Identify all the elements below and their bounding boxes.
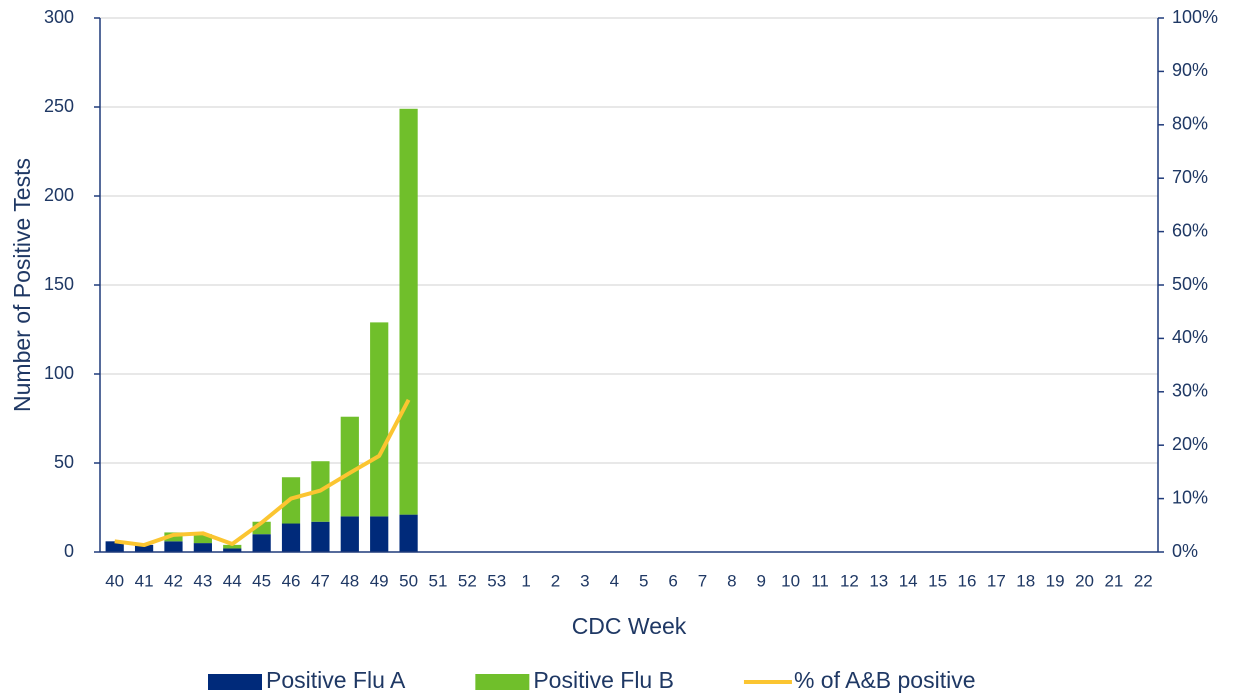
x-axis-title: CDC Week [572, 613, 687, 639]
bar [134, 544, 154, 552]
x-tick-label: 15 [928, 571, 947, 590]
legend-swatch [475, 674, 530, 690]
x-tick-label: 41 [135, 571, 154, 590]
x-tick-label: 53 [487, 571, 506, 590]
bar [370, 322, 389, 517]
y-tick-label: 50 [54, 452, 74, 472]
x-tick-label: 42 [164, 571, 183, 590]
bar [370, 516, 389, 552]
bar [399, 108, 418, 515]
x-tick-label: 6 [668, 571, 677, 590]
x-tick-label: 43 [193, 571, 212, 590]
x-tick-label: 9 [757, 571, 766, 590]
bar [223, 548, 242, 552]
y2-tick-label: 10% [1172, 487, 1208, 507]
legend-label: Positive Flu B [533, 667, 674, 693]
x-tick-label: 2 [551, 571, 560, 590]
legend-label: % of A&B positive [794, 667, 976, 693]
x-tick-label: 48 [340, 571, 359, 590]
x-tick-label: 18 [1016, 571, 1035, 590]
y2-tick-label: 80% [1172, 114, 1208, 134]
x-tick-label: 46 [282, 571, 301, 590]
legend-label: Positive Flu A [266, 667, 406, 693]
x-tick-label: 14 [899, 571, 918, 590]
y2-tick-label: 0% [1172, 541, 1198, 561]
bar [252, 534, 271, 552]
y2-tick-label: 90% [1172, 60, 1208, 80]
x-tick-label: 22 [1134, 571, 1153, 590]
x-tick-label: 4 [610, 571, 619, 590]
y-tick-label: 0 [64, 541, 74, 561]
y-tick-label: 250 [44, 96, 74, 116]
y-axis-title: Number of Positive Tests [9, 158, 35, 412]
x-tick-label: 21 [1104, 571, 1123, 590]
bar [340, 416, 359, 517]
x-tick-label: 51 [429, 571, 448, 590]
x-tick-label: 1 [521, 571, 530, 590]
x-tick-label: 3 [580, 571, 589, 590]
bar [193, 534, 212, 544]
x-tick-label: 11 [811, 571, 829, 590]
bar [311, 521, 330, 552]
x-tick-label: 50 [399, 571, 418, 590]
bar [223, 544, 242, 549]
x-tick-label: 16 [958, 571, 977, 590]
legend-swatch [208, 674, 262, 690]
y-tick-label: 100 [44, 363, 74, 383]
bar [340, 516, 359, 552]
y2-tick-label: 20% [1172, 434, 1208, 454]
x-tick-label: 17 [987, 571, 1006, 590]
y2-tick-label: 30% [1172, 381, 1208, 401]
x-tick-label: 52 [458, 571, 477, 590]
x-tick-label: 45 [252, 571, 271, 590]
x-tick-label: 12 [840, 571, 859, 590]
y2-tick-label: 40% [1172, 327, 1208, 347]
bar [193, 543, 212, 552]
x-tick-label: 10 [781, 571, 800, 590]
x-tick-label: 5 [639, 571, 648, 590]
x-tick-label: 47 [311, 571, 330, 590]
y2-tick-label: 60% [1172, 220, 1208, 240]
y2-tick-label: 50% [1172, 274, 1208, 294]
x-tick-label: 20 [1075, 571, 1094, 590]
y-tick-label: 150 [44, 274, 74, 294]
x-tick-label: 19 [1046, 571, 1065, 590]
y-tick-label: 200 [44, 185, 74, 205]
x-tick-label: 49 [370, 571, 389, 590]
x-tick-label: 8 [727, 571, 736, 590]
y2-tick-label: 100% [1172, 7, 1218, 27]
bar [281, 523, 301, 552]
bar [105, 541, 124, 552]
x-tick-label: 44 [223, 571, 242, 590]
y-tick-label: 300 [44, 7, 74, 27]
x-tick-label: 7 [698, 571, 707, 590]
x-tick-label: 40 [105, 571, 124, 590]
bar [399, 514, 418, 552]
line [114, 398, 411, 548]
x-tick-label: 13 [869, 571, 888, 590]
bar [164, 541, 183, 552]
y2-tick-label: 70% [1172, 167, 1208, 187]
